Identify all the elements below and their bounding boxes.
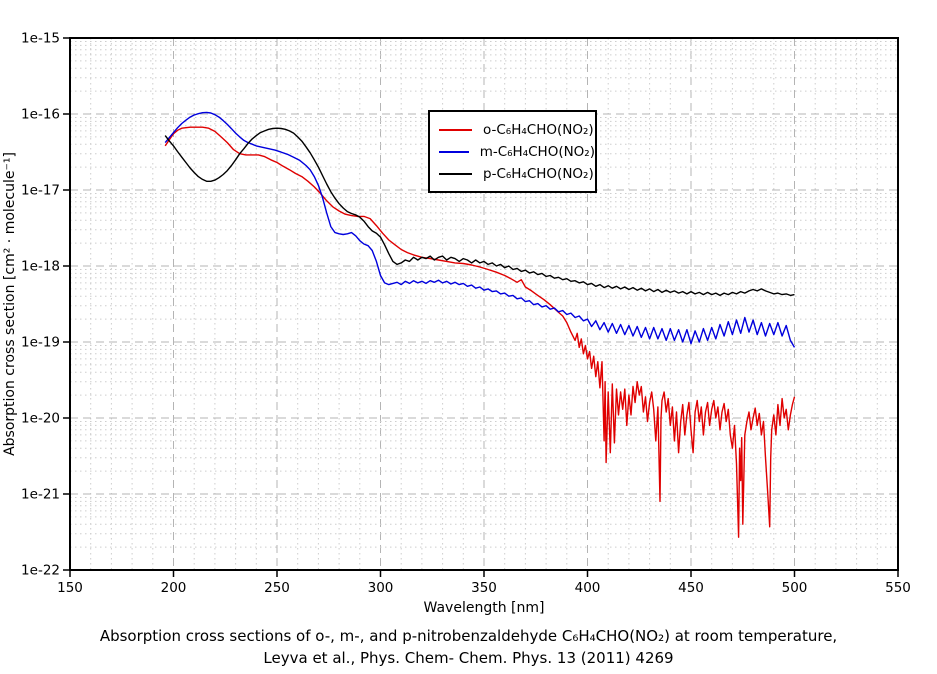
x-tick-label: 200 — [161, 580, 187, 596]
y-tick-label: 1e-16 — [21, 107, 60, 123]
legend-box: o-C₆H₄CHO(NO₂) m-C₆H₄CHO(NO₂) p-C₆H₄CHO(NO… — [428, 110, 597, 193]
x-tick-label: 300 — [368, 580, 394, 596]
legend-label: p-C₆H₄CHO(NO₂) — [483, 166, 594, 182]
x-tick-label: 350 — [471, 580, 497, 596]
caption-title: Absorption cross sections of o-, m-, and… — [99, 627, 838, 645]
x-tick-label: 450 — [678, 580, 704, 596]
series-line-2 — [164, 127, 795, 297]
x-tick-label: 150 — [57, 580, 83, 596]
legend-label: o-C₆H₄CHO(NO₂) — [483, 122, 594, 138]
legend-item-2: p-C₆H₄CHO(NO₂) — [439, 163, 595, 185]
y-axis-title: Absorption cross section [cm² · molecule… — [2, 152, 18, 456]
legend-line-sample — [439, 129, 472, 131]
y-tick-label: 1e-17 — [21, 183, 60, 199]
series-line-0 — [164, 126, 796, 538]
x-axis-title: Wavelength [nm] — [424, 600, 545, 616]
y-tick-label: 1e-18 — [21, 259, 60, 275]
y-tick-label: 1e-21 — [21, 487, 60, 503]
legend-item-0: o-C₆H₄CHO(NO₂) — [439, 119, 595, 141]
legend-line-sample — [439, 173, 472, 175]
legend-item-1: m-C₆H₄CHO(NO₂) — [439, 141, 595, 163]
y-tick-label: 1e-15 — [21, 31, 60, 47]
x-tick-label: 400 — [575, 580, 601, 596]
series-line-1 — [164, 111, 796, 348]
series-layer — [164, 111, 796, 538]
legend-line-sample — [439, 151, 469, 153]
y-tick-label: 1e-19 — [21, 335, 60, 351]
caption-reference: Leyva et al., Phys. Chem- Chem. Phys. 13… — [263, 649, 674, 667]
y-tick-label: 1e-22 — [21, 563, 60, 579]
x-tick-label: 550 — [885, 580, 911, 596]
tick-layer: 150 200 250 300 350 400 450 500 550 1e-15 1e-16 1e-… — [21, 31, 911, 597]
grid-layer — [70, 38, 898, 570]
y-tick-label: 1e-20 — [21, 411, 60, 427]
x-tick-label: 500 — [782, 580, 808, 596]
legend-label: m-C₆H₄CHO(NO₂) — [479, 144, 595, 160]
x-tick-label: 250 — [264, 580, 290, 596]
